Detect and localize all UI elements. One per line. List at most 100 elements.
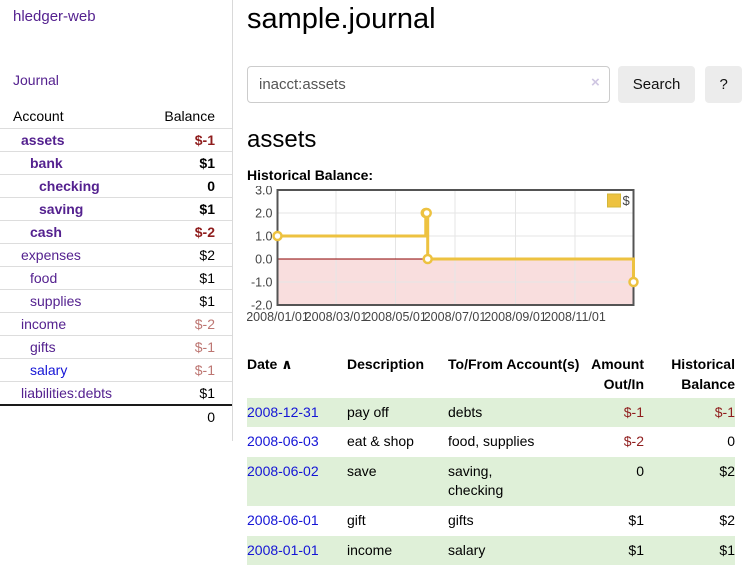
y-axis-tick-label: -2.0 <box>251 299 273 313</box>
register-row: 2008-06-02 save saving, checking 0 $2 <box>247 456 735 506</box>
transaction-amount: 0 <box>636 462 644 479</box>
account-link-salary[interactable]: salary <box>30 362 68 378</box>
sidebar: hledger-web Journal Account Balance asse… <box>0 0 233 441</box>
account-link-food[interactable]: food <box>30 270 58 286</box>
transaction-date-link[interactable]: 2008-06-03 <box>247 433 319 450</box>
account-link-saving[interactable]: saving <box>39 201 84 217</box>
x-axis-tick-label: 2008/09/01 <box>484 310 547 324</box>
accounts-table: Account Balance assets $-1 bank $1 check… <box>0 104 232 428</box>
account-balance: $-1 <box>144 358 232 382</box>
account-row: expenses $2 <box>0 243 232 267</box>
data-point-marker <box>421 207 432 219</box>
accounts-header-balance: Balance <box>164 108 215 124</box>
register-header-date[interactable]: Date ∧ <box>247 356 293 372</box>
account-section-title: assets <box>247 126 317 153</box>
account-balance: $-2 <box>144 312 232 336</box>
account-balance: $1 <box>144 381 232 405</box>
account-row: checking 0 <box>0 174 232 198</box>
transaction-date-link[interactable]: 2008-06-01 <box>247 511 319 528</box>
account-row: supplies $1 <box>0 289 232 313</box>
account-row: assets $-1 <box>0 128 232 152</box>
register-row: 2008-01-01 income salary $1 $1 <box>247 535 735 566</box>
account-link-checking[interactable]: checking <box>39 178 100 194</box>
transaction-date-link[interactable]: 2008-12-31 <box>247 403 319 420</box>
register-row: 2008-12-31 pay off debts $-1 $-1 <box>247 397 735 428</box>
x-axis-tick-label: 2008/05/01 <box>364 310 427 324</box>
register-header-amount: Amount Out/In <box>591 356 644 393</box>
register-header-row: Date ∧ Description To/From Account(s) Am… <box>247 351 735 398</box>
search-form: × Search ? <box>247 66 742 103</box>
transaction-amount: $1 <box>628 541 644 558</box>
account-balance: 0 <box>144 174 232 198</box>
transaction-balance: $2 <box>719 462 735 479</box>
transaction-accounts: food, supplies <box>448 433 535 450</box>
account-balance: $-2 <box>144 220 232 244</box>
legend-label: $ <box>623 193 631 208</box>
transaction-accounts: saving, checking <box>448 462 504 499</box>
app-brand-link[interactable]: hledger-web <box>13 8 96 25</box>
register-row: 2008-06-03 eat & shop food, supplies $-2… <box>247 427 735 457</box>
register-table: Date ∧ Description To/From Account(s) Am… <box>247 351 735 566</box>
transaction-balance: $2 <box>719 511 735 528</box>
transaction-amount: $1 <box>628 511 644 528</box>
y-axis-tick-label: 0.0 <box>255 253 272 267</box>
accounts-header-account: Account <box>13 108 64 124</box>
transaction-description: save <box>347 462 377 479</box>
y-axis-tick-label: 2.0 <box>255 207 272 221</box>
main-content: sample.journal × Search ? assets Histori… <box>247 0 742 566</box>
x-axis-tick-label: 2008/07/01 <box>424 310 487 324</box>
account-balance: $1 <box>144 197 232 221</box>
account-row: saving $1 <box>0 197 232 221</box>
data-point-marker <box>272 230 283 242</box>
clear-search-icon[interactable]: × <box>591 74 600 91</box>
sidebar-item-journal[interactable]: Journal <box>13 72 59 88</box>
transaction-description: gift <box>347 511 366 528</box>
chart-title: Historical Balance: <box>247 167 374 183</box>
account-row: food $1 <box>0 266 232 290</box>
transaction-accounts: gifts <box>448 511 474 528</box>
transaction-amount: $-2 <box>623 433 644 450</box>
search-button[interactable]: Search <box>617 66 696 103</box>
account-link-supplies[interactable]: supplies <box>30 293 82 309</box>
account-link-bank[interactable]: bank <box>30 155 63 171</box>
account-balance: $2 <box>144 243 232 267</box>
accounts-total-row: 0 <box>0 404 232 428</box>
transaction-balance: 0 <box>727 433 735 450</box>
transaction-accounts: salary <box>448 541 486 558</box>
y-axis-tick-label: 3.0 <box>255 186 272 198</box>
transaction-date-link[interactable]: 2008-06-02 <box>247 462 319 479</box>
data-point-marker <box>422 253 433 265</box>
transaction-description: eat & shop <box>347 433 414 450</box>
account-row: gifts $-1 <box>0 335 232 359</box>
accounts-total-value: 0 <box>144 404 232 428</box>
page-title: sample.journal <box>247 3 436 35</box>
account-link-cash[interactable]: cash <box>30 224 62 240</box>
help-button[interactable]: ? <box>705 66 742 103</box>
x-axis-tick-label: 2008/11/01 <box>544 310 606 324</box>
register-header-balance: Historical Balance <box>671 356 735 393</box>
x-axis-tick-label: 2008/03/01 <box>305 310 368 324</box>
account-balance: $1 <box>144 289 232 313</box>
account-balance: $-1 <box>144 335 232 359</box>
sort-ascending-icon: ∧ <box>281 356 293 372</box>
account-link-income[interactable]: income <box>21 316 67 332</box>
register-header-accounts: To/From Account(s) <box>448 356 580 372</box>
account-link-expenses[interactable]: expenses <box>21 247 81 263</box>
account-link-liabilities-debts[interactable]: liabilities:debts <box>21 385 113 401</box>
account-link-gifts[interactable]: gifts <box>30 339 56 355</box>
register-row: 2008-06-01 gift gifts $1 $2 <box>247 506 735 536</box>
transaction-amount: $-1 <box>623 403 644 420</box>
transaction-accounts: debts <box>448 403 483 420</box>
y-axis-tick-label: -1.0 <box>251 276 273 290</box>
transaction-balance: $1 <box>719 541 735 558</box>
data-point-marker <box>628 276 639 288</box>
account-balance: $1 <box>144 151 232 175</box>
search-input[interactable] <box>247 66 610 103</box>
account-balance: $-1 <box>144 128 232 152</box>
transaction-date-link[interactable]: 2008-01-01 <box>247 541 319 558</box>
account-link-assets[interactable]: assets <box>21 132 65 148</box>
account-row: bank $1 <box>0 151 232 175</box>
transaction-description: income <box>347 541 393 558</box>
transaction-description: pay off <box>347 403 389 420</box>
plot-border <box>276 189 635 306</box>
